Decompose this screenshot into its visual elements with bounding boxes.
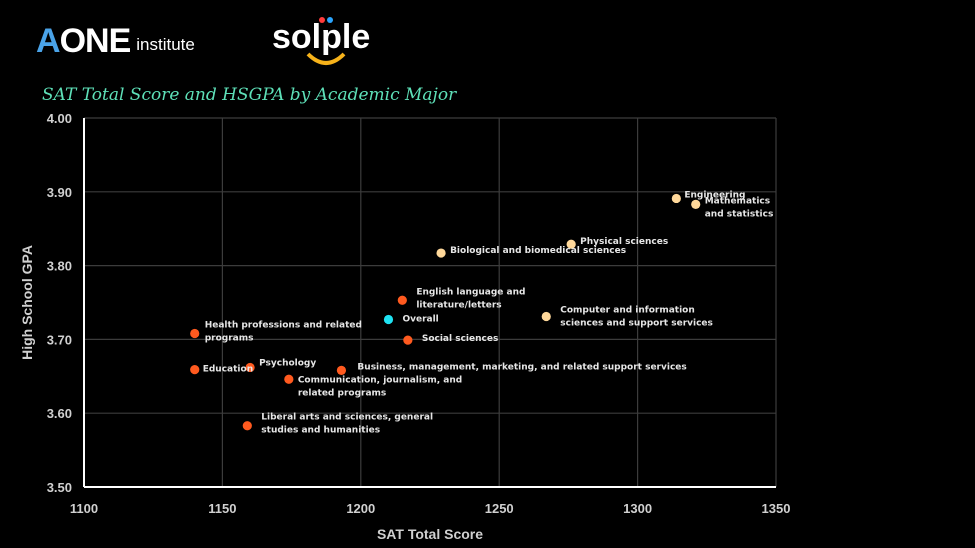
point-label: Mathematics and statistics <box>705 196 774 219</box>
point-label: Liberal arts and sciences, general studie… <box>261 413 433 436</box>
point-label-line: studies and humanities <box>261 426 380 436</box>
point-label-line: Social sciences <box>422 334 498 344</box>
point-label: Health professions and related programs <box>205 320 362 343</box>
point-label-line: and statistics <box>705 209 774 219</box>
point-label-line: English language and <box>416 287 525 297</box>
solple-dot-blue-icon <box>327 17 333 23</box>
y-tick-label: 4.00 <box>47 111 72 126</box>
point-label: Physical sciences <box>580 237 668 247</box>
aone-logo-subtitle: institute <box>136 35 195 54</box>
x-tick-label: 1100 <box>70 501 98 516</box>
point-label: Engineering <box>684 190 745 200</box>
y-tick-label: 3.50 <box>47 480 72 495</box>
data-point <box>242 421 252 431</box>
point-label-line: Biological and biomedical sciences <box>450 246 626 256</box>
data-point <box>284 374 294 384</box>
y-axis-label: High School GPA <box>19 245 35 360</box>
point-label-line: Communication, journalism, and <box>298 375 462 385</box>
x-tick-label: 1250 <box>485 501 514 516</box>
data-point <box>691 199 701 209</box>
data-point <box>541 311 551 322</box>
data-point <box>671 193 681 204</box>
x-axis-label: SAT Total Score <box>377 526 483 542</box>
data-point <box>566 239 576 249</box>
point-label-line: Education <box>203 365 253 375</box>
point-label-line: Engineering <box>684 190 745 200</box>
y-tick-label: 3.70 <box>47 332 72 347</box>
point-label: Business, management, marketing, and rel… <box>357 362 686 372</box>
solple-logo-text: solple <box>272 18 370 56</box>
point-label: Social sciences <box>422 334 498 344</box>
data-point <box>245 362 255 373</box>
solple-logo: solple <box>272 17 370 65</box>
point-label-line: programs <box>205 333 254 343</box>
point-label: Biological and biomedical sciences <box>450 246 626 256</box>
data-point <box>190 328 200 339</box>
aone-logo-text: AONE <box>36 22 132 60</box>
point-label-line: Overall <box>402 314 438 324</box>
point-label-line: Business, management, marketing, and rel… <box>357 362 686 372</box>
y-tick-label: 3.60 <box>47 406 72 421</box>
data-point <box>397 295 407 305</box>
point-label-line: Health professions and related <box>205 320 362 330</box>
chart-title: SAT Total Score and HSGPA by Academic Ma… <box>42 85 457 105</box>
point-label: English language and literature/letters <box>416 287 525 310</box>
point-label: Computer and information sciences and sup… <box>560 306 713 329</box>
point-label-line: related programs <box>298 388 386 398</box>
point-label: Education <box>203 365 253 375</box>
point-label-line: Computer and information <box>560 306 695 316</box>
data-point <box>336 365 347 375</box>
x-tick-label: 1350 <box>762 501 791 516</box>
point-label-line: Psychology <box>259 358 316 368</box>
point-label: Psychology <box>259 358 316 368</box>
solple-dot-red-icon <box>319 17 325 23</box>
point-label: Overall <box>402 314 438 324</box>
aone-logo-rest: ONE <box>59 22 132 60</box>
data-point <box>383 314 394 325</box>
point-label-line: Mathematics <box>705 196 770 206</box>
point-label-line: Liberal arts and sciences, general <box>261 413 433 423</box>
aone-institute-logo: AONE institute <box>36 20 195 58</box>
point-label: Communication, journalism, and related pr… <box>298 375 462 398</box>
point-label-line: literature/letters <box>416 300 501 310</box>
x-tick-label: 1200 <box>346 501 375 516</box>
point-label-line: Physical sciences <box>580 237 668 247</box>
data-point <box>403 335 413 345</box>
y-tick-label: 3.80 <box>47 259 72 274</box>
x-tick-label: 1150 <box>208 501 236 516</box>
point-label-line: sciences and support services <box>560 319 713 329</box>
x-tick-label: 1300 <box>623 501 652 516</box>
data-point <box>190 365 200 375</box>
solple-smile-icon <box>306 52 346 65</box>
y-tick-label: 3.90 <box>47 185 72 200</box>
data-point <box>436 248 446 258</box>
